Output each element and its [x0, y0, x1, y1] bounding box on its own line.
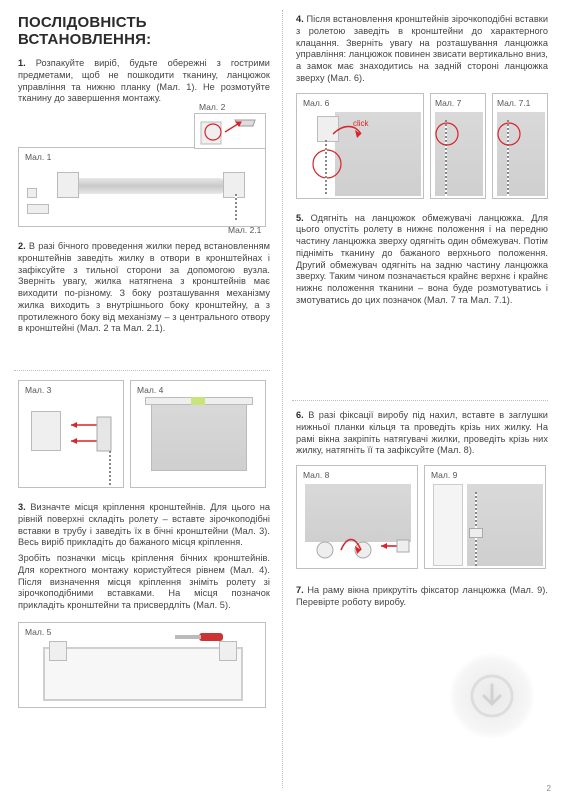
part-icon [27, 204, 49, 214]
step-3-text-b: Зробіть позначки місць кріплення бічних … [18, 553, 270, 612]
chain-icon [325, 140, 327, 196]
left-column: ПОСЛІДОВНІСТЬ ВСТАНОВЛЕННЯ: 1. Розпакуйт… [18, 14, 270, 335]
figure-1: Мал. 1 [18, 147, 266, 227]
bracket-icon [49, 641, 67, 661]
step-7-text: 7. На раму вікна прикрутіть фіксатор лан… [296, 585, 548, 609]
figure-6: Мал. 6 click [296, 93, 424, 199]
figure-4-label: Мал. 4 [137, 385, 163, 395]
step-7-body: На раму вікна прикрутіть фіксатор ланцюж… [296, 585, 548, 607]
step-3-number: 3. [18, 502, 26, 512]
figure-block-2: Мал. 3 Мал. 4 [18, 380, 270, 492]
left-column-2: Мал. 3 Мал. 4 3. Визначте місця кріпленн… [18, 380, 270, 713]
chain-fixer-icon [469, 528, 483, 538]
frame-icon [433, 484, 463, 566]
blind-icon [467, 484, 543, 566]
horizontal-divider-left-1 [14, 370, 270, 371]
vertical-divider [282, 10, 283, 788]
figure-2: Мал. 2 [194, 113, 266, 149]
figure-7: Мал. 7 [430, 93, 486, 199]
horizontal-divider-right-1 [292, 400, 548, 401]
figure-5: Мал. 5 [18, 622, 266, 708]
instruction-page: ПОСЛІДОВНІСТЬ ВСТАНОВЛЕННЯ: 1. Розпакуйт… [0, 0, 565, 799]
step-2-text: 2. В разі бічного проведення жилки перед… [18, 241, 270, 335]
figure-8-svg [297, 466, 419, 570]
figure-6-svg: click [297, 94, 425, 200]
right-column-2: 6. В разі фіксації виробу під нахил, вст… [296, 410, 548, 609]
chain-icon [235, 194, 237, 222]
figure-2-svg [195, 114, 267, 150]
roller-tube [67, 178, 227, 194]
part-icon [27, 188, 37, 198]
step-6-body: В разі фіксації виробу під нахил, вставт… [296, 410, 548, 455]
page-number: 2 [547, 784, 551, 793]
screwdriver-icon [169, 631, 229, 671]
bracket-right-icon [223, 172, 245, 198]
figure-9: Мал. 9 [424, 465, 546, 569]
step-2-body: В разі бічного проведення жилки перед вс… [18, 241, 270, 333]
figure-5-label: Мал. 5 [25, 627, 51, 637]
bracket-left-icon [57, 172, 79, 198]
step-6-number: 6. [296, 410, 304, 420]
figure-7-svg [431, 94, 487, 200]
step-5-number: 5. [296, 213, 304, 223]
step-5-body: Одягніть на ланцюжок обмежувачі ланцюжка… [296, 213, 548, 305]
step-4-text: 4. Після встановлення кронштейнів зірочк… [296, 14, 548, 85]
page-title: ПОСЛІДОВНІСТЬ ВСТАНОВЛЕННЯ: [18, 14, 270, 48]
figure-block-3: Мал. 6 click Мал. 7 Мал. 7.1 [296, 93, 548, 203]
right-column: 4. Після встановлення кронштейнів зірочк… [296, 14, 548, 307]
figure-4: Мал. 4 [130, 380, 266, 488]
step-1-body: Розпакуйте виріб, будьте обережні з гост… [18, 58, 270, 103]
figure-71: Мал. 7.1 [492, 93, 548, 199]
figure-2-label: Мал. 2 [199, 102, 225, 112]
click-label: click [353, 119, 370, 128]
step-3-text-a: 3. Визначте місця кріплення кронштейнів.… [18, 502, 270, 549]
figure-8: Мал. 8 [296, 465, 418, 569]
watermark-icon [449, 653, 535, 739]
figure-3: Мал. 3 [18, 380, 124, 488]
step-4-body: Після встановлення кронштейнів зірочкопо… [296, 14, 548, 83]
step-2-number: 2. [18, 241, 26, 251]
step-3-body-a: Визначте місця кріплення кронштейнів. Дл… [18, 502, 270, 547]
step-4-number: 4. [296, 14, 304, 24]
level-bubble-icon [191, 397, 205, 405]
figure-1-label: Мал. 1 [25, 152, 51, 162]
download-arrow-icon [470, 674, 514, 718]
step-1-text: 1. Розпакуйте виріб, будьте обережні з г… [18, 58, 270, 105]
step-6-text: 6. В разі фіксації виробу під нахил, вст… [296, 410, 548, 457]
chain-icon [109, 451, 111, 485]
figure-block-4: Мал. 8 Мал. 9 [296, 465, 548, 573]
step-1-number: 1. [18, 58, 26, 68]
figure-9-label: Мал. 9 [431, 470, 457, 480]
figure-71-svg [493, 94, 549, 200]
figure-block-1: Мал. 1 Мал. 2 [18, 113, 270, 231]
step-7-number: 7. [296, 585, 304, 595]
blind-icon [151, 401, 247, 471]
step-5-text: 5. Одягніть на ланцюжок обмежувачі ланцю… [296, 213, 548, 307]
figure-21-label: Мал. 2.1 [228, 225, 261, 235]
